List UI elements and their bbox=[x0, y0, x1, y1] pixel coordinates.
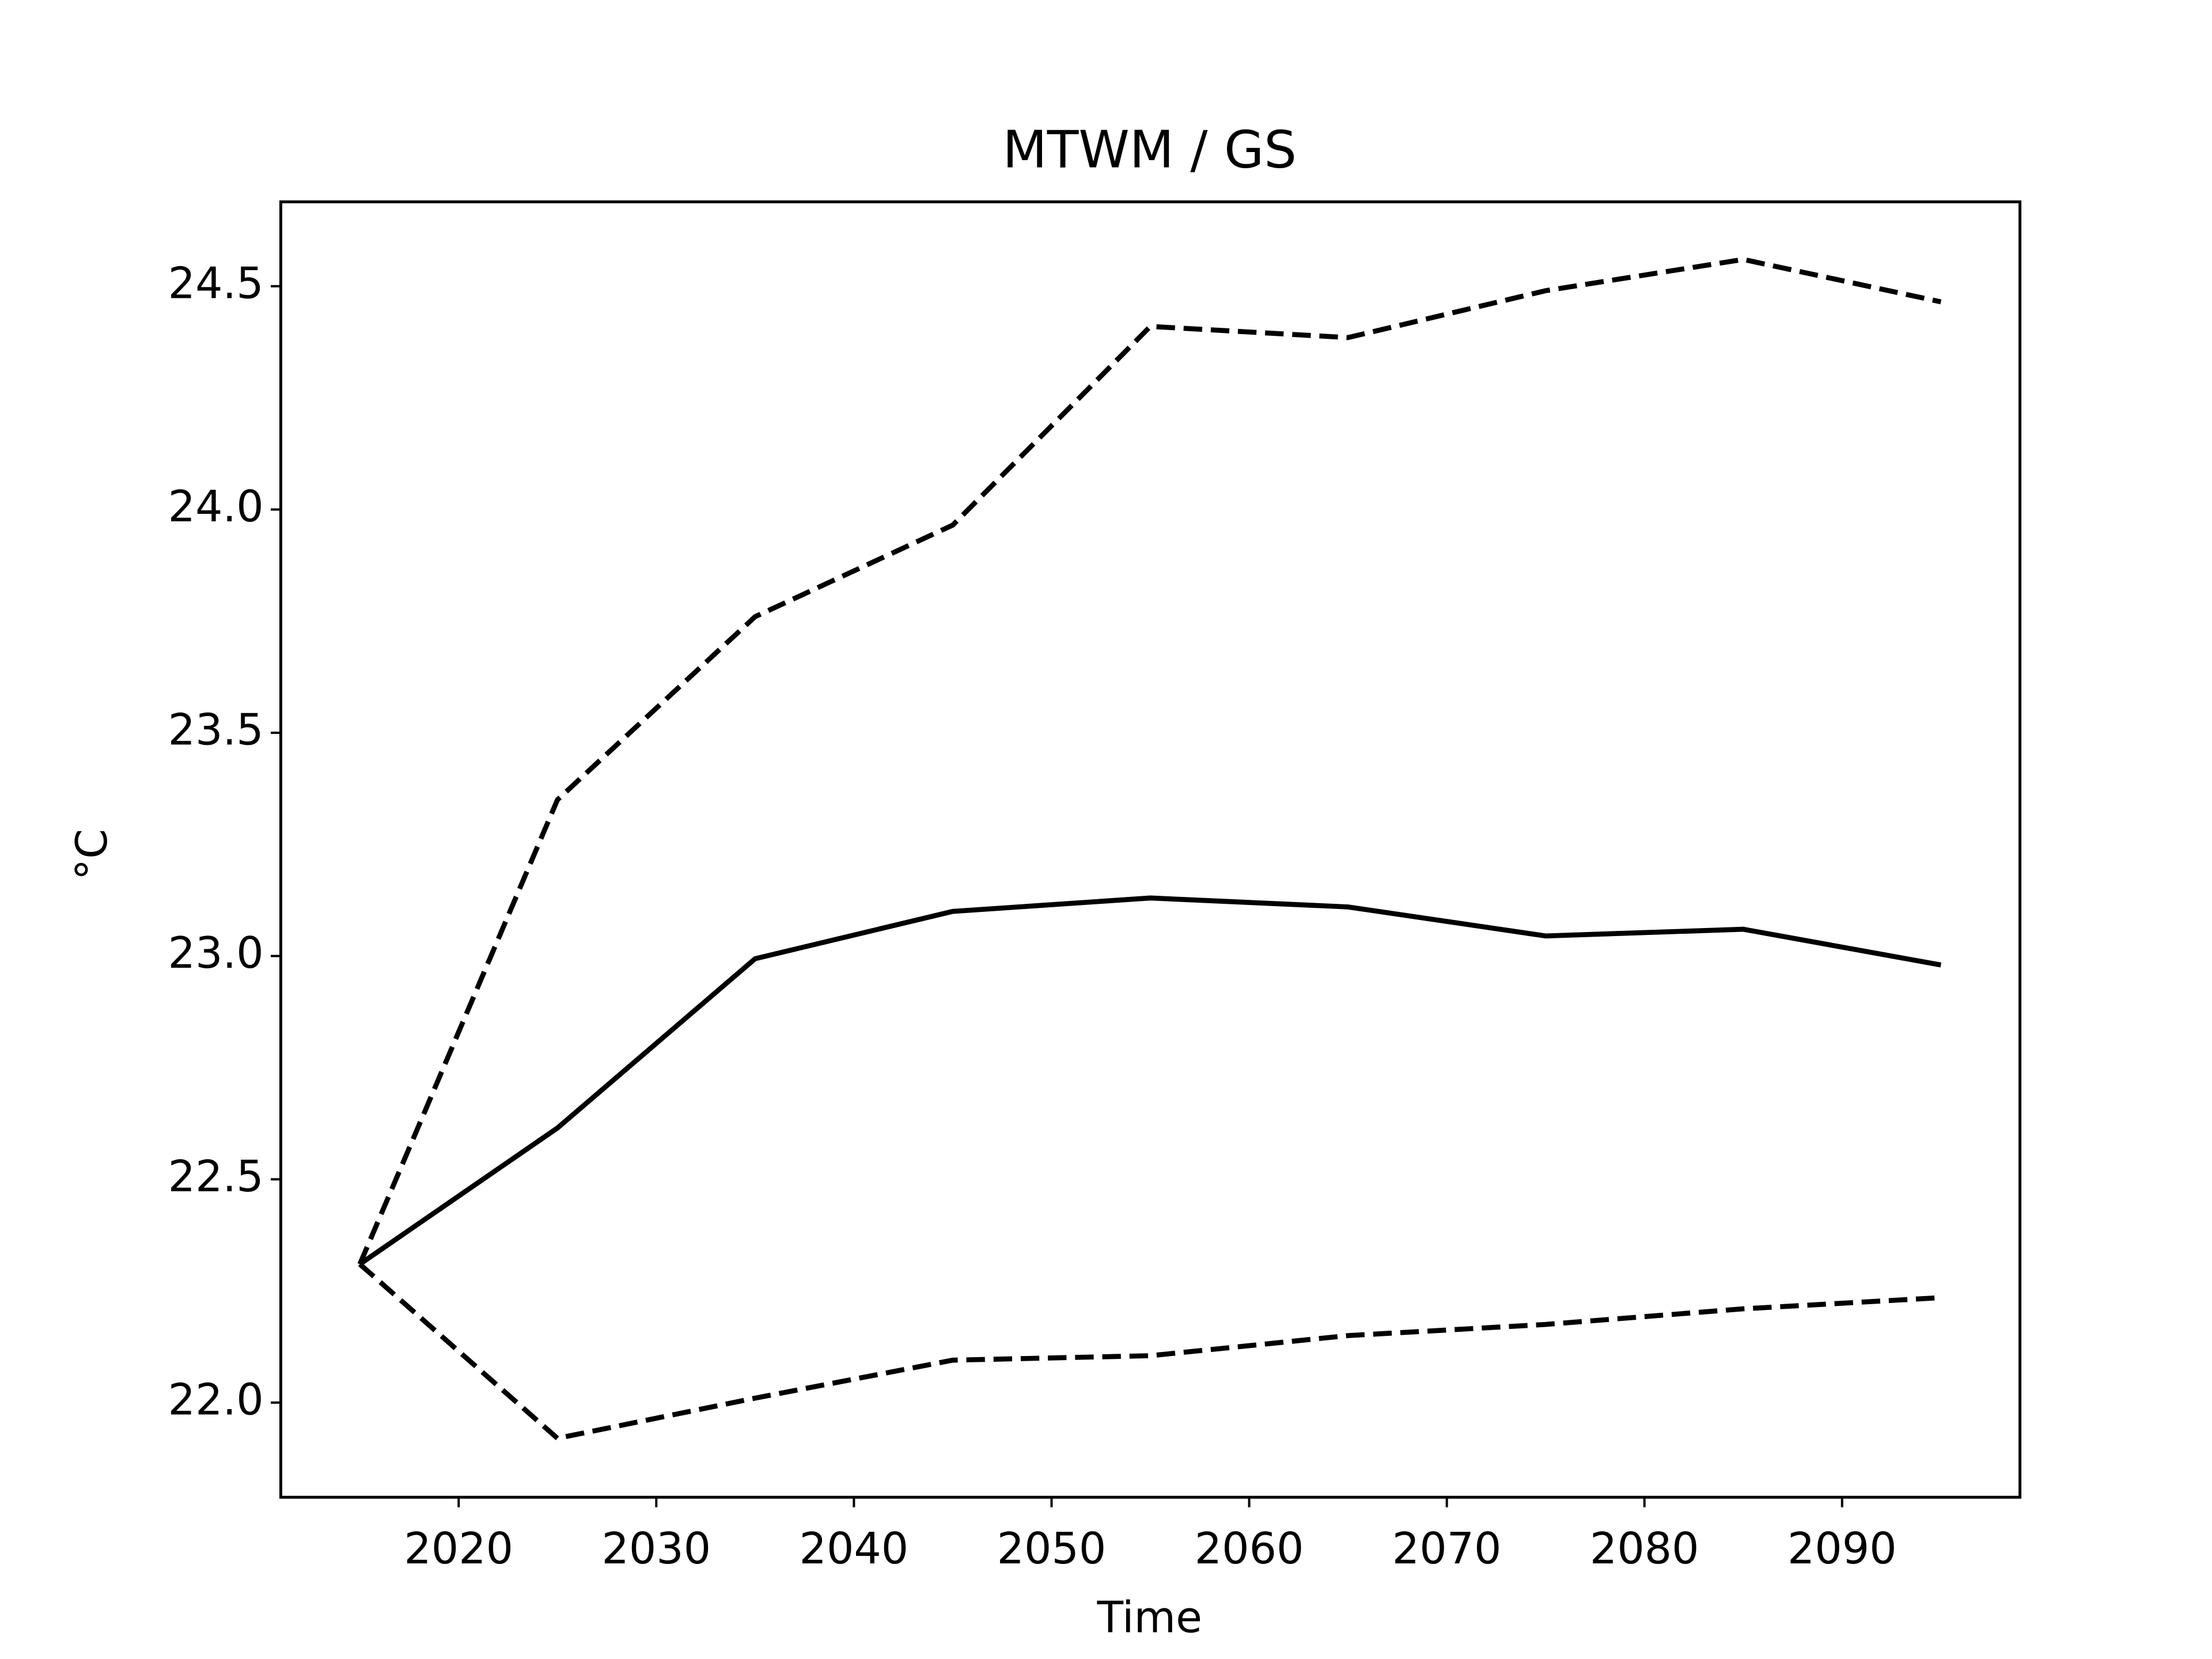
x-tick-label: 2070 bbox=[1392, 1524, 1502, 1574]
x-tick-label: 2020 bbox=[404, 1524, 513, 1574]
x-tick-label: 2050 bbox=[997, 1524, 1107, 1574]
line bbox=[358, 895, 1942, 1267]
y-tick-label: 24.0 bbox=[168, 482, 264, 532]
x-tick-label: 2040 bbox=[800, 1524, 909, 1574]
x-tick-label: 2080 bbox=[1590, 1524, 1699, 1574]
y-tick-label: 22.5 bbox=[168, 1152, 264, 1202]
y-tick-label: 24.5 bbox=[168, 258, 264, 308]
line bbox=[358, 1262, 1941, 1441]
y-tick-label: 23.5 bbox=[168, 705, 264, 755]
plot-frame bbox=[279, 200, 2022, 1499]
line bbox=[357, 256, 1942, 1266]
x-tick-label: 2030 bbox=[601, 1524, 711, 1574]
chart-title: MTWM / GS bbox=[1003, 120, 1297, 180]
x-axis-label: Time bbox=[1097, 1592, 1202, 1642]
y-tick-label: 23.0 bbox=[168, 928, 264, 978]
x-tick-label: 2060 bbox=[1195, 1524, 1304, 1574]
y-axis-label: °C bbox=[67, 829, 117, 880]
x-tick-label: 2090 bbox=[1787, 1524, 1897, 1574]
y-tick-label: 22.0 bbox=[168, 1374, 264, 1425]
